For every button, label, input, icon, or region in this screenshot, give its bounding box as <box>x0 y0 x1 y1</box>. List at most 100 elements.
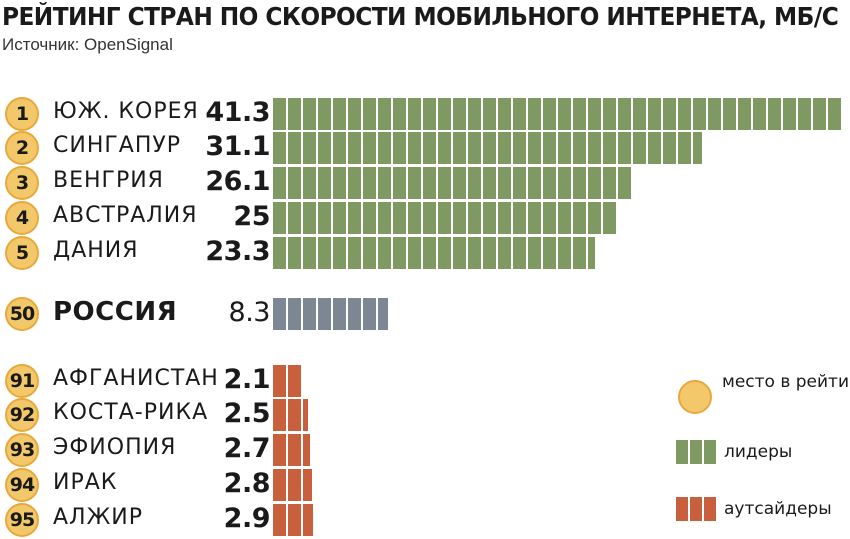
bar-segment <box>348 202 363 234</box>
bar-segment <box>378 202 393 234</box>
bar-segment <box>438 202 453 234</box>
legend-outsiders-swatch <box>676 497 718 521</box>
value-label: 31.1 <box>205 131 270 162</box>
bar-segment <box>453 237 468 269</box>
bar-segment <box>498 202 513 234</box>
legend-rank-badge-icon <box>678 380 712 414</box>
speed-bar <box>273 167 633 199</box>
bar-segment <box>273 98 288 130</box>
bar-segment <box>528 237 543 269</box>
legend-outsiders-label: аутсайдеры <box>724 499 832 519</box>
bar-segment <box>558 132 573 164</box>
bar-segment <box>303 237 318 269</box>
bar-segment <box>318 98 333 130</box>
bar-segment <box>423 132 438 164</box>
bar-segment <box>513 202 528 234</box>
chart-row: 1 ЮЖ. КОРЕЯ 41.3 <box>0 96 850 132</box>
source-note: Источник: OpenSignal <box>2 35 173 54</box>
bar-segment <box>558 167 573 199</box>
bar-segment <box>618 167 633 199</box>
bar-segment <box>333 132 348 164</box>
speed-bar <box>273 504 313 536</box>
rank-badge: 2 <box>5 131 39 165</box>
bar-segment <box>303 167 318 199</box>
country-label: АВСТРАЛИЯ <box>53 203 198 228</box>
bar-segment <box>528 202 543 234</box>
speed-bar <box>273 98 843 130</box>
bar-segment <box>393 132 408 164</box>
bar-segment <box>273 167 288 199</box>
bar-segment <box>333 167 348 199</box>
bar-segment <box>393 98 408 130</box>
bar-segment <box>438 237 453 269</box>
bar-segment <box>303 504 313 536</box>
chart-row: 50 РОССИЯ 8.3 <box>0 296 850 332</box>
value-label: 2.8 <box>223 468 271 499</box>
bar-segment <box>408 202 423 234</box>
chart-row: 91 АФГАНИСТАН 2.1 <box>0 363 850 399</box>
bar-segment <box>363 98 378 130</box>
bar-segment <box>498 167 513 199</box>
bar-segment <box>378 132 393 164</box>
bar-segment <box>783 98 798 130</box>
bar-segment <box>573 98 588 130</box>
bar-segment <box>693 132 702 164</box>
bar-segment <box>423 202 438 234</box>
bar-segment <box>378 237 393 269</box>
bar-segment <box>378 298 388 330</box>
rank-badge: 1 <box>5 97 39 131</box>
bar-segment <box>573 132 588 164</box>
bar-segment <box>333 237 348 269</box>
bar-segment <box>588 167 603 199</box>
bar-segment <box>288 298 303 330</box>
speed-bar <box>273 469 312 501</box>
bar-segment <box>423 167 438 199</box>
bar-segment <box>363 237 378 269</box>
bar-segment <box>318 237 333 269</box>
bar-segment <box>348 298 363 330</box>
bar-segment <box>723 98 738 130</box>
bar-segment <box>543 202 558 234</box>
bar-segment <box>453 132 468 164</box>
bar-segment <box>738 98 753 130</box>
bar-segment <box>708 98 723 130</box>
country-label: ЭФИОПИЯ <box>53 435 177 460</box>
bar-segment <box>798 98 813 130</box>
value-label: 23.3 <box>205 236 270 267</box>
speed-bar <box>273 365 302 397</box>
speed-bar <box>273 132 702 164</box>
bar-segment <box>333 202 348 234</box>
bar-segment <box>588 237 595 269</box>
bar-segment <box>468 98 483 130</box>
rank-badge: 93 <box>5 433 39 467</box>
bar-segment <box>333 298 348 330</box>
bar-segment <box>288 167 303 199</box>
value-label: 2.7 <box>223 433 271 464</box>
bar-segment <box>288 202 303 234</box>
bar-segment <box>393 237 408 269</box>
country-label: СИНГАПУР <box>53 133 182 158</box>
chart-row: 4 АВСТРАЛИЯ 25 <box>0 200 850 236</box>
bar-segment <box>333 98 348 130</box>
bar-segment <box>348 132 363 164</box>
country-label: ИРАК <box>53 470 118 495</box>
rank-badge: 92 <box>5 398 39 432</box>
chart-row: 95 АЛЖИР 2.9 <box>0 502 850 538</box>
bar-segment <box>303 132 318 164</box>
bar-segment <box>528 98 543 130</box>
bar-segment <box>423 98 438 130</box>
bar-segment <box>408 237 423 269</box>
bar-segment <box>588 98 603 130</box>
speed-bar <box>273 202 618 234</box>
bar-segment <box>273 469 288 501</box>
bar-segment <box>603 167 618 199</box>
bar-segment <box>348 167 363 199</box>
bar-segment <box>453 202 468 234</box>
bar-segment <box>288 98 303 130</box>
speed-bar <box>273 399 308 431</box>
bar-segment <box>558 202 573 234</box>
legend-swatch-segment <box>676 497 690 521</box>
bar-segment <box>378 98 393 130</box>
legend-leaders-label: лидеры <box>724 442 793 462</box>
bar-segment <box>543 237 558 269</box>
